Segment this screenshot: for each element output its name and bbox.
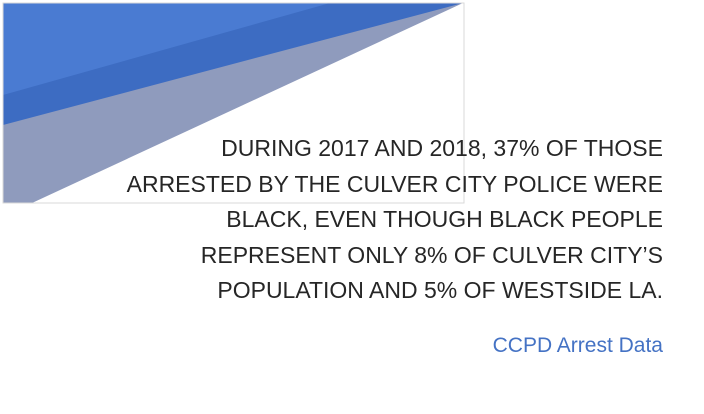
text-line: REPRESENT ONLY 8% OF CULVER CITY’S bbox=[201, 242, 663, 268]
decoration bbox=[2, 2, 465, 204]
image-frame bbox=[2, 2, 465, 204]
text-line: POPULATION AND 5% OF WESTSIDE LA. bbox=[217, 277, 663, 303]
source: CCPD Arrest Data bbox=[493, 334, 664, 357]
text-line: BLACK, EVEN THOUGH BLACK PEOPLE bbox=[226, 206, 663, 232]
text-line: ARRESTED BY THE CULVER CITY POLICE WERE bbox=[127, 171, 663, 197]
text-line: DURING 2017 AND 2018, 37% OF THOSE bbox=[221, 135, 663, 161]
light-blue-triangle bbox=[3, 3, 330, 95]
